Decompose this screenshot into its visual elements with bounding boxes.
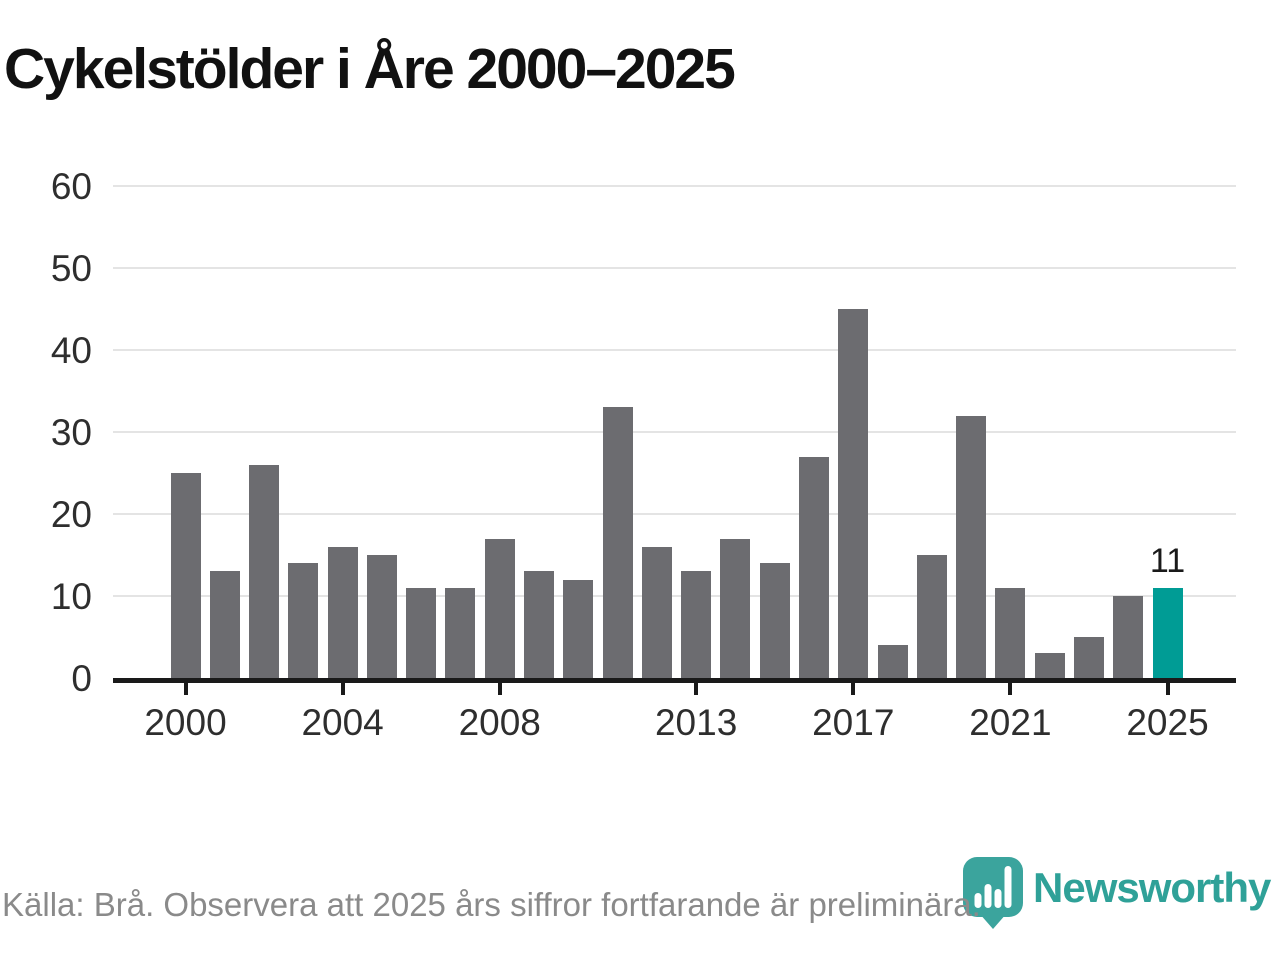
x-axis-label-2017: 2017 — [812, 702, 895, 743]
bar-2009 — [524, 571, 555, 678]
bar-2015 — [759, 563, 790, 678]
x-axis-tick-2013 — [694, 681, 699, 695]
bar-2003 — [288, 563, 319, 678]
x-axis-tick-2000 — [183, 681, 188, 695]
bar-2025 — [1152, 587, 1183, 678]
bar-2012 — [641, 546, 672, 678]
x-axis-line — [113, 678, 1236, 683]
source-note: Källa: Brå. Observera att 2025 års siffr… — [2, 886, 981, 923]
bar-value-label-2025: 11 — [1149, 541, 1186, 580]
x-axis-label-2013: 2013 — [654, 702, 738, 743]
x-axis-tick-2021 — [1008, 681, 1013, 695]
bar-2008 — [484, 538, 515, 678]
bar-2010 — [563, 579, 594, 678]
chart-title: Cykelstölder i Åre 2000–2025 — [4, 37, 736, 101]
bar-2019 — [916, 555, 947, 678]
x-axis-tick-2004 — [340, 681, 345, 695]
x-axis-tick-2008 — [497, 681, 502, 695]
y-axis-label-20: 20 — [50, 494, 92, 535]
bar-2001 — [209, 571, 240, 678]
y-axis-label-60: 60 — [50, 166, 92, 207]
bar-chart: 0 10 20 30 40 50 60 2000 2004 2008 2013 2017 2021 202… — [50, 166, 1236, 743]
bar-2014 — [720, 538, 751, 678]
bar-2007 — [445, 587, 476, 678]
x-axis-label-2021: 2021 — [969, 702, 1052, 743]
bar-2011 — [602, 407, 633, 678]
x-axis-label-2025: 2025 — [1126, 702, 1209, 743]
x-axis-label-2008: 2008 — [458, 702, 541, 743]
y-axis-label-40: 40 — [50, 330, 92, 371]
newsworthy-pin-icon — [963, 857, 1023, 929]
gridline-40 — [113, 349, 1236, 351]
bar-2002 — [249, 464, 280, 678]
bar-2005 — [366, 555, 397, 678]
gridline-20 — [113, 513, 1236, 515]
gridline-10 — [113, 595, 1236, 597]
bar-2023 — [1073, 637, 1104, 678]
bar-2013 — [681, 571, 712, 678]
newsworthy-wordmark: Newsworthy — [1033, 864, 1271, 911]
bar-2016 — [798, 456, 829, 678]
bar-2017 — [838, 309, 869, 678]
y-axis-label-50: 50 — [50, 248, 92, 289]
y-axis-label-10: 10 — [50, 576, 92, 617]
bar-2022 — [1034, 653, 1065, 678]
x-axis-tick-2025 — [1165, 681, 1170, 695]
bar-2018 — [877, 645, 908, 678]
bar-2020 — [956, 415, 987, 678]
gridline-30 — [113, 431, 1236, 433]
bar-2006 — [406, 587, 437, 678]
gridline-50 — [113, 267, 1236, 269]
bar-2000 — [170, 473, 201, 678]
bar-2024 — [1113, 596, 1144, 678]
y-axis-label-30: 30 — [50, 412, 92, 453]
bar-2004 — [327, 546, 358, 678]
bar-2021 — [995, 587, 1026, 678]
x-axis-label-2000: 2000 — [144, 702, 227, 743]
y-axis-label-0: 0 — [71, 658, 92, 699]
gridline-60 — [113, 185, 1236, 187]
x-axis-tick-2017 — [851, 681, 856, 695]
x-axis-label-2004: 2004 — [301, 702, 384, 743]
